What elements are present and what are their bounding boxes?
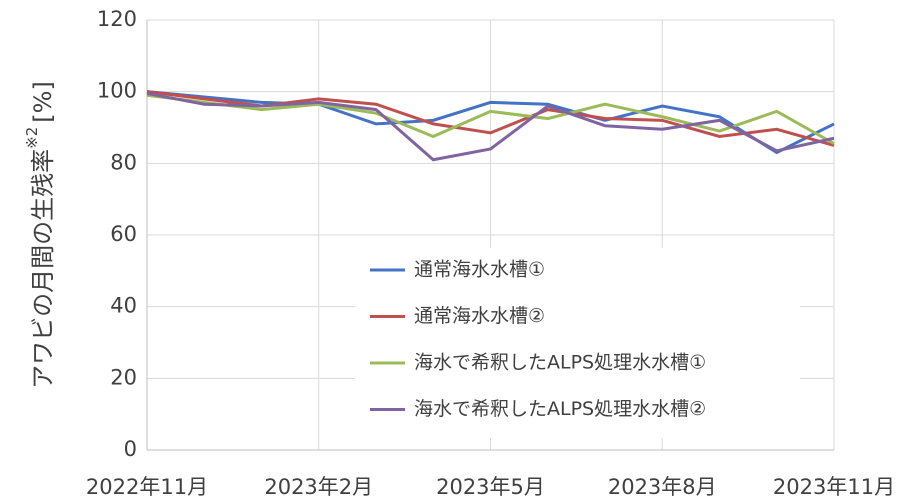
legend-label: 通常海水水槽②: [414, 305, 545, 327]
y-tick-label: 60: [110, 222, 137, 246]
series-line: [146, 91, 835, 162]
legend-label: 海水で希釈したALPS処理水水槽②: [414, 398, 706, 420]
y-label-note: ※2: [23, 127, 41, 149]
series-line: [146, 93, 835, 145]
y-tick-label: 0: [124, 437, 137, 461]
series-line: [146, 90, 835, 155]
x-tick-label: 2023年8月: [608, 475, 717, 499]
y-tick-label: 120: [97, 7, 137, 31]
legend: 通常海水水槽① 通常海水水槽② 海水で希釈したALPS処理水水槽① 海水で希釈したAL…: [355, 248, 800, 438]
legend-label: 海水で希釈したALPS処理水水槽①: [414, 352, 706, 374]
x-tick-label: 2023年11月: [773, 475, 895, 499]
y-tick-label: 20: [110, 365, 137, 389]
y-tick-label: 80: [110, 150, 137, 174]
x-tick-label: 2023年2月: [264, 475, 373, 499]
legend-label: 通常海水水槽①: [414, 259, 545, 281]
y-label-unit: [%]: [29, 81, 57, 123]
y-axis-label: アワビの月間の生残率※2 [%]: [23, 81, 58, 389]
y-label-text: アワビの月間の生残率: [29, 149, 57, 389]
y-tick-label: 100: [97, 79, 137, 103]
y-tick-label: 40: [110, 294, 137, 318]
x-tick-label: 2022年11月: [86, 475, 208, 499]
legend-box: [355, 248, 800, 438]
x-tick-label: 2023年5月: [436, 475, 545, 499]
